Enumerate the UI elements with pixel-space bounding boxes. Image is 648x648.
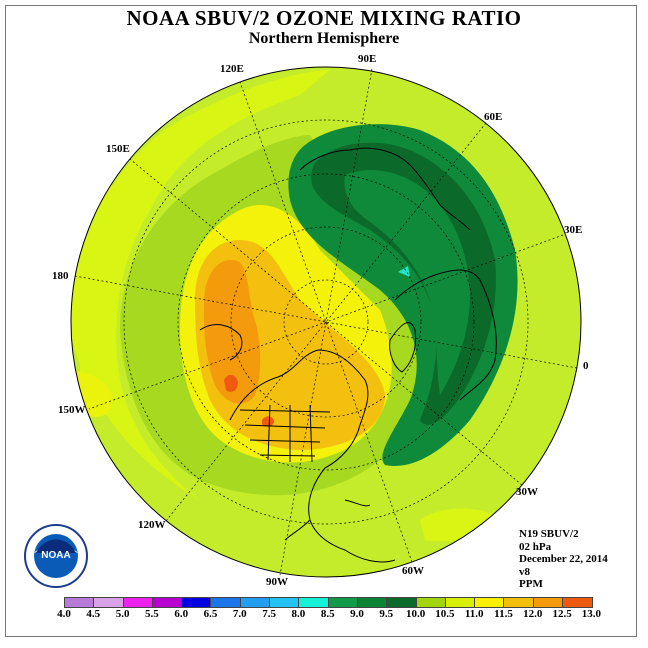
label-150e: 150E: [106, 143, 130, 155]
field-band-110: [203, 259, 261, 404]
map-border: [70, 66, 582, 578]
colorbar-swatch: [123, 598, 153, 607]
colorbar-tick-label: 10.5: [435, 608, 455, 620]
logo-text: NOAA: [41, 550, 70, 561]
satellite-label: N19 SBUV/2: [519, 528, 579, 540]
metadata-panel: N19 SBUV/2 02 hPa December 22, 2014 v8 P…: [519, 528, 608, 591]
latitude-circle-3: [177, 173, 475, 471]
map-subtitle: Northern Hemisphere: [248, 30, 400, 47]
graticule: [74, 68, 578, 576]
field-band-115-a: [224, 374, 238, 392]
label-60w: 60W: [402, 565, 424, 577]
colorbar-tick-label: 11.0: [464, 608, 484, 620]
colorbar-tick-label: 8.5: [320, 608, 335, 620]
colorbar-swatch: [182, 598, 212, 607]
label-180: 180: [52, 270, 69, 282]
colorbar-swatch: [357, 598, 388, 607]
colorbar-swatch: [211, 598, 241, 607]
latitude-circle-2: [230, 226, 422, 418]
colorbar-tick-label: 9.5: [379, 608, 394, 620]
label-90w: 90W: [266, 576, 288, 588]
colorbar-tick-label: 6.0: [174, 608, 189, 620]
units-label: PPM: [519, 578, 543, 590]
label-120w: 120W: [138, 519, 166, 531]
colorbar-swatch: [533, 598, 564, 607]
colorbar-tick-label: 9.0: [350, 608, 364, 620]
colorbar-swatch: [416, 598, 446, 607]
noaa-logo: NOAA: [24, 524, 88, 588]
colorbar-tick-label: 4.5: [86, 608, 101, 620]
date-label: December 22, 2014: [519, 553, 608, 565]
colorbar-tick-label: 7.5: [262, 608, 276, 620]
field-teal-spot: [398, 266, 410, 277]
colorbar-swatch: [445, 598, 476, 607]
label-0: 0: [583, 360, 589, 372]
colorbar-tick-label: 8.0: [291, 608, 306, 620]
map-title: NOAA SBUV/2 OZONE MIXING RATIO: [126, 6, 522, 30]
logo-sky: [36, 539, 76, 553]
colorbar-tick-label: 5.5: [145, 608, 159, 620]
colorbar-swatch: [387, 598, 417, 607]
coast-us-borders: [239, 404, 331, 463]
colorbar-tick-label: 12.5: [552, 608, 572, 620]
colorbar-tick-label: 10.0: [405, 608, 426, 620]
colorbar-swatch: [152, 598, 183, 607]
label-30w: 30W: [516, 486, 538, 498]
colorbar-swatch: [563, 598, 593, 607]
latitude-circle-4: [123, 119, 529, 525]
colorbar-tick-label: 7.0: [232, 608, 247, 620]
label-60e: 60E: [484, 111, 502, 123]
colorbar-swatch: [65, 598, 95, 607]
coast-eurasia: [299, 147, 497, 401]
field-band-115-b: [262, 416, 274, 427]
colorbar-swatch: [504, 598, 534, 607]
colorbar-swatch: [240, 598, 271, 607]
label-120e: 120E: [220, 63, 244, 75]
colorbar-tick-label: 6.5: [203, 608, 218, 620]
ozone-field: [71, 67, 581, 577]
colorbar-swatch: [328, 598, 358, 607]
label-150w: 150W: [58, 404, 86, 416]
field-outer-light-5: [95, 184, 140, 226]
meridian-60w-120e: [239, 81, 413, 563]
meridian-30e-150w: [88, 234, 564, 410]
colorbar-swatch: [270, 598, 300, 607]
colorbar-tick-label: 5.0: [115, 608, 130, 620]
field-outer-light-1: [71, 70, 330, 500]
label-30e: 30E: [564, 224, 582, 236]
label-90e: 90E: [358, 53, 376, 65]
colorbar-tick-label: 11.5: [494, 608, 513, 620]
colorbar-swatch: [94, 598, 124, 607]
colorbar-tick-label: 13.0: [581, 608, 602, 620]
meridian-30w-150e: [129, 158, 523, 486]
version-label: v8: [519, 565, 530, 578]
colorbar-swatch: [299, 598, 329, 607]
pressure-level-label: 02 hPa: [519, 540, 552, 553]
colorbar-swatch: [475, 598, 505, 607]
colorbar: [64, 597, 594, 608]
colorbar-tick-label: 4.0: [57, 608, 71, 620]
coast-greenland: [389, 322, 417, 373]
latitude-circle-1: [283, 279, 369, 365]
colorbar-tick-label: 12.0: [523, 608, 543, 620]
